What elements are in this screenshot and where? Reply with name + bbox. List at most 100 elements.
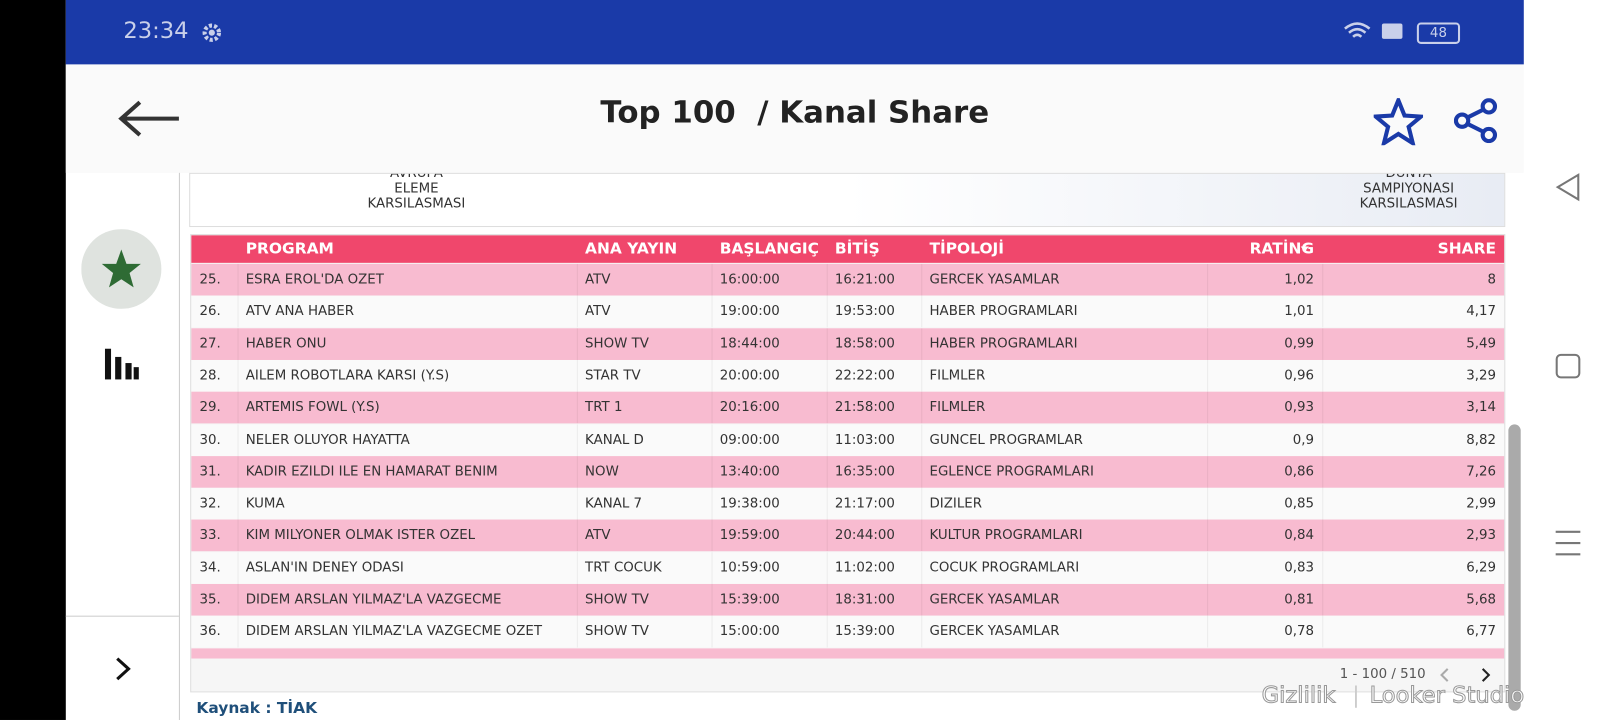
banner-line: KARSILASMASI xyxy=(1359,196,1458,212)
table-row: 25. ESRA EROL'DA OZET ATV 16:00:00 16:21:00 G… xyxy=(191,263,1505,296)
table-cell: 11:03:00 xyxy=(834,432,895,448)
divider xyxy=(65,615,179,617)
table-cell: 19:00:00 xyxy=(719,304,780,320)
table-cell: DIZILER xyxy=(929,496,983,512)
cell-divider xyxy=(576,295,578,328)
share-button[interactable] xyxy=(1453,98,1499,144)
cell-divider xyxy=(1322,551,1324,584)
cell-divider xyxy=(576,455,578,488)
banner-line: ELEME xyxy=(394,181,439,197)
favorite-button[interactable] xyxy=(1373,98,1424,146)
column-header: RATİNG xyxy=(1249,239,1315,258)
banner-right: DUNYA SAMPIYONASI KARSILASMASI xyxy=(1306,174,1504,212)
cell-divider xyxy=(576,263,578,296)
cell-divider xyxy=(826,615,828,648)
table-cell: 34. xyxy=(199,560,221,576)
cell-divider xyxy=(711,615,713,648)
table-cell: 15:00:00 xyxy=(719,624,780,640)
table-cell: 21:58:00 xyxy=(834,400,895,416)
table-cell: SHOW TV xyxy=(585,592,649,608)
table-cell: AILEM ROBOTLARA KARSI (Y.S) xyxy=(245,368,450,384)
data-table: 1 - 100 / 510 PROGRAM ANA YAYIN BAŞLANGIÇ B… xyxy=(190,234,1506,693)
table-cell: 19:38:00 xyxy=(719,496,780,512)
banner-line: SAMPIYONASI xyxy=(1363,181,1455,197)
table-cell: 8 xyxy=(1487,272,1497,288)
table-cell: ARTEMIS FOWL (Y.S) xyxy=(245,400,380,416)
table-cell: ATV xyxy=(585,304,611,320)
pagination: 1 - 100 / 510 xyxy=(1339,666,1426,683)
separator: | xyxy=(1352,683,1360,709)
cell-divider xyxy=(921,583,923,616)
cell-divider xyxy=(1322,583,1324,616)
table-cell: 1,01 xyxy=(1284,304,1315,320)
sidebar xyxy=(65,172,180,720)
cell-divider xyxy=(921,423,923,456)
table-cell: HABER ONU xyxy=(245,336,327,352)
scrollbar xyxy=(1508,424,1521,711)
sort-indicator xyxy=(1300,246,1309,255)
cell-divider xyxy=(1322,423,1324,456)
table-cell: 0,85 xyxy=(1284,496,1315,512)
cell-divider xyxy=(237,551,239,584)
clock: 23:34 xyxy=(123,18,189,44)
partial-row xyxy=(191,648,1505,659)
table-cell: 11:02:00 xyxy=(834,560,895,576)
table-cell: 18:58:00 xyxy=(834,336,895,352)
cell-divider xyxy=(237,327,239,360)
table-cell: TRT COCUK xyxy=(585,560,662,576)
cell-divider xyxy=(1322,487,1324,520)
back-button[interactable] xyxy=(117,98,183,139)
cell-divider xyxy=(826,455,828,488)
table-cell: 0,99 xyxy=(1284,336,1315,352)
cell-divider xyxy=(237,487,239,520)
cell-divider xyxy=(1322,455,1324,488)
cell-divider xyxy=(237,295,239,328)
cell-divider xyxy=(576,359,578,392)
table-cell: ATV xyxy=(585,528,611,544)
cell-divider xyxy=(711,327,713,360)
page-controls[interactable] xyxy=(1437,667,1499,683)
cell-divider xyxy=(826,423,828,456)
settings-icon xyxy=(202,23,222,42)
table-cell: 3,29 xyxy=(1466,368,1497,384)
table-cell: 6,77 xyxy=(1466,624,1497,640)
table-cell: 0,84 xyxy=(1284,528,1315,544)
table-cell: 20:44:00 xyxy=(834,528,895,544)
cell-divider xyxy=(1322,327,1324,360)
cell-divider xyxy=(826,295,828,328)
table-cell: 35. xyxy=(199,592,221,608)
cell-divider xyxy=(1322,519,1324,552)
looker-link[interactable]: Looker Studio xyxy=(1369,683,1525,710)
favorites-nav[interactable] xyxy=(81,229,162,309)
banner-line: AVRUPA xyxy=(389,172,443,182)
privacy-link[interactable]: Gizlilik xyxy=(1261,683,1336,710)
table-cell: 15:39:00 xyxy=(834,624,895,640)
cell-divider xyxy=(711,519,713,552)
status-icons xyxy=(1344,22,1403,39)
expand-button[interactable] xyxy=(113,656,134,683)
table-cell: TRT 1 xyxy=(585,400,623,416)
cell-divider xyxy=(576,391,578,424)
table-cell: 16:35:00 xyxy=(834,464,895,480)
table-cell: 0,86 xyxy=(1284,464,1315,480)
table-row: 35. DIDEM ARSLAN YILMAZ'LA VAZGECME SHOW T… xyxy=(191,583,1505,616)
table-header xyxy=(191,235,1505,263)
table-row: 27. HABER ONU SHOW TV 18:44:00 18:58:00 HABER… xyxy=(191,327,1505,360)
table-cell: 8,82 xyxy=(1466,432,1497,448)
table-cell: KANAL D xyxy=(585,432,644,448)
table-cell: DIDEM ARSLAN YILMAZ'LA VAZGECME OZET xyxy=(245,624,543,640)
cell-divider xyxy=(826,583,828,616)
table-cell: SHOW TV xyxy=(585,336,649,352)
table-cell: HABER PROGRAMLARI xyxy=(929,304,1078,320)
reports-nav[interactable] xyxy=(104,347,140,382)
table-cell: 10:59:00 xyxy=(719,560,780,576)
cell-divider xyxy=(826,551,828,584)
table-cell: 0,96 xyxy=(1284,368,1315,384)
cell-divider xyxy=(921,615,923,648)
table-cell: EGLENCE PROGRAMLARI xyxy=(929,464,1095,480)
cell-divider xyxy=(576,551,578,584)
table-cell: 0,78 xyxy=(1284,624,1315,640)
banner-left: AVRUPA ELEME KARSILASMASI xyxy=(293,172,540,212)
column-header: SHARE xyxy=(1437,239,1497,258)
